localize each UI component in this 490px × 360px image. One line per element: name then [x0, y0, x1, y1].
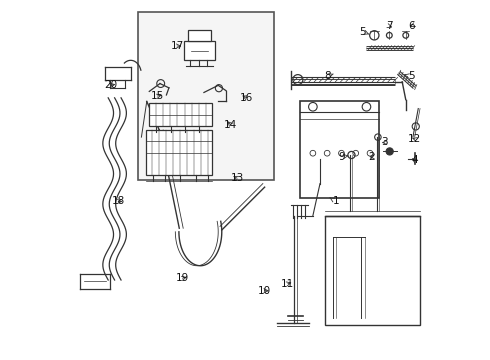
Circle shape — [386, 148, 393, 155]
Text: 1: 1 — [330, 197, 340, 206]
Text: 11: 11 — [281, 279, 294, 289]
Text: 4: 4 — [412, 156, 418, 165]
Text: 5: 5 — [360, 27, 369, 37]
Text: 19: 19 — [176, 273, 189, 283]
Text: 12: 12 — [408, 134, 421, 144]
Text: 2: 2 — [368, 152, 375, 162]
Text: 13: 13 — [230, 173, 244, 183]
Text: 3: 3 — [381, 138, 388, 148]
Text: 18: 18 — [112, 197, 125, 206]
Bar — [300, 102, 379, 198]
Text: 20: 20 — [104, 80, 118, 90]
Bar — [184, 41, 215, 60]
Bar — [146, 130, 212, 175]
Text: 14: 14 — [224, 120, 237, 130]
Text: 6: 6 — [408, 21, 416, 31]
Text: 16: 16 — [240, 93, 253, 103]
Text: 9: 9 — [338, 152, 348, 162]
Bar — [138, 12, 273, 180]
Text: 5: 5 — [405, 71, 415, 81]
Bar — [149, 103, 212, 126]
Text: 7: 7 — [386, 21, 393, 31]
Text: 15: 15 — [151, 91, 164, 101]
Text: 10: 10 — [258, 286, 271, 296]
Text: 17: 17 — [171, 41, 184, 51]
Bar — [188, 30, 211, 41]
Bar — [325, 216, 420, 325]
Text: 8: 8 — [324, 71, 333, 81]
